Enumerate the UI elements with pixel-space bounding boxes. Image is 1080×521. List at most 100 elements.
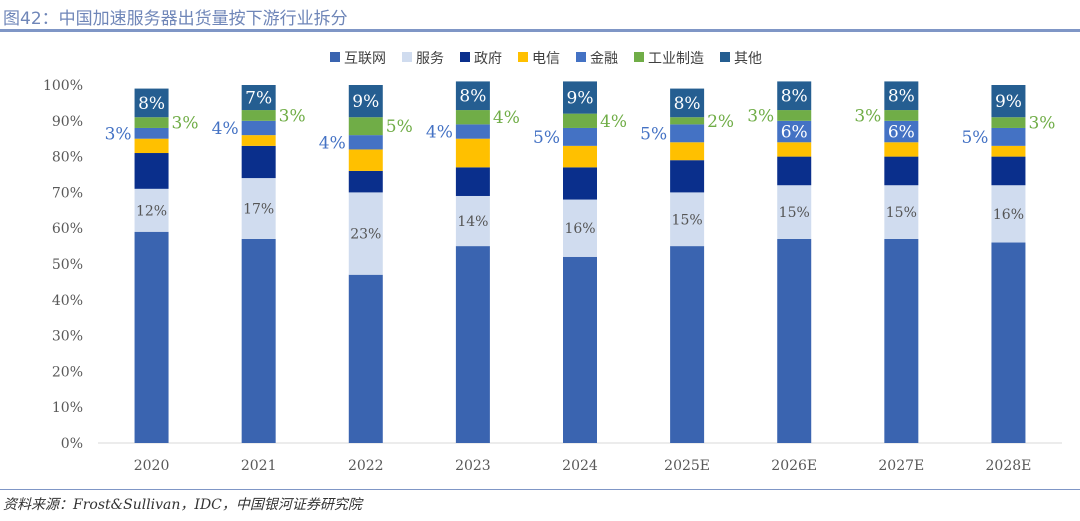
bar-segment	[563, 167, 597, 200]
data-label: 4%	[426, 123, 453, 143]
bar-segment	[884, 238, 919, 443]
data-label: 4%	[600, 112, 627, 132]
x-tick-label: 2021	[241, 458, 277, 474]
bar-segment	[670, 192, 705, 247]
bar-segment	[455, 246, 490, 443]
figure-title: 图42：中国加速服务器出货量按下游行业拆分	[3, 9, 348, 29]
data-label: 8%	[888, 87, 915, 107]
bar-segment	[455, 124, 490, 139]
legend-label: 金融	[590, 51, 618, 67]
bar-segment	[455, 110, 490, 125]
bar-segment	[777, 185, 812, 239]
bar-segment	[241, 135, 276, 146]
bar-segment	[777, 156, 812, 186]
bar-segment	[777, 81, 812, 111]
bar-segment	[563, 199, 597, 257]
bar-segment	[777, 238, 812, 443]
data-label: 12%	[136, 203, 167, 219]
bar-segment	[670, 124, 705, 143]
bar-segment	[991, 117, 1026, 128]
bar-segment	[563, 256, 597, 443]
bar-segment	[241, 85, 276, 111]
bar-segment	[563, 81, 597, 114]
data-label: 8%	[138, 94, 165, 114]
bar-segment	[563, 127, 597, 146]
bar-segment	[884, 156, 919, 186]
bar-segment	[348, 192, 383, 275]
data-label: 6%	[888, 123, 915, 143]
data-label: 5%	[961, 128, 988, 148]
data-label: 4%	[212, 119, 239, 139]
legend-swatch	[518, 52, 528, 62]
footer-divider	[0, 489, 1080, 490]
legend-swatch	[330, 52, 340, 62]
data-label: 5%	[533, 128, 560, 148]
bar-segment	[777, 110, 812, 121]
y-tick-label: 60%	[52, 221, 83, 237]
y-tick-label: 10%	[52, 400, 83, 416]
data-label: 17%	[243, 202, 274, 218]
data-label: 6%	[781, 123, 808, 143]
bar-segment	[134, 153, 169, 189]
x-tick-label: 2027E	[878, 458, 924, 474]
bar-segment	[134, 138, 169, 154]
bar-segment	[134, 231, 169, 443]
bar-segment	[134, 127, 169, 139]
data-label: 8%	[781, 87, 808, 107]
bar-segment	[134, 188, 169, 232]
data-label: 14%	[457, 214, 488, 230]
bar-segment	[348, 135, 383, 150]
bar-segment	[991, 242, 1026, 443]
y-tick-label: 50%	[52, 257, 83, 273]
bar-segment	[991, 185, 1026, 243]
bar-segment	[991, 127, 1026, 146]
data-label: 5%	[640, 124, 667, 144]
bar-segment	[991, 156, 1026, 186]
data-label: 9%	[567, 89, 594, 109]
data-label: 15%	[779, 205, 810, 221]
bar-segment	[241, 238, 276, 443]
bar-segment	[348, 170, 383, 193]
bar-segment	[241, 110, 276, 121]
legend-swatch	[402, 52, 412, 62]
legend-label: 互联网	[344, 51, 386, 67]
x-tick-label: 2025E	[664, 458, 710, 474]
data-label: 9%	[995, 92, 1022, 112]
source-note: 资料来源：Frost&Sullivan，IDC，中国银河证券研究院	[3, 497, 362, 513]
title-divider	[0, 29, 1080, 32]
data-label: 3%	[172, 114, 199, 134]
legend-label: 其他	[734, 51, 762, 67]
data-label: 16%	[564, 221, 595, 237]
bar-segment	[455, 81, 490, 111]
legend-swatch	[576, 52, 586, 62]
y-tick-label: 80%	[52, 150, 83, 166]
x-tick-label: 2024	[562, 458, 598, 474]
data-label: 16%	[993, 207, 1024, 223]
bar-segment	[348, 274, 383, 443]
bar-segment	[884, 142, 919, 157]
x-tick-label: 2022	[348, 458, 384, 474]
legend-label: 政府	[474, 51, 502, 67]
bar-segment	[241, 178, 276, 239]
legend-swatch	[720, 52, 730, 62]
data-label: 3%	[105, 124, 132, 144]
legend-label: 服务	[416, 51, 444, 67]
bar-segment	[670, 246, 705, 443]
data-label: 3%	[279, 106, 306, 126]
data-label: 2%	[707, 112, 734, 132]
bar-segment	[348, 85, 383, 118]
bar-segment	[348, 117, 383, 136]
y-tick-label: 100%	[43, 78, 83, 94]
bar-segment	[348, 149, 383, 171]
bar-segment	[455, 138, 490, 168]
data-label: 7%	[245, 89, 272, 109]
data-label: 3%	[1028, 114, 1055, 134]
bar-segment	[241, 145, 276, 179]
y-tick-label: 70%	[52, 185, 83, 201]
bar-segment	[134, 117, 169, 128]
bar-segment	[777, 142, 812, 157]
data-label: 15%	[672, 212, 703, 228]
data-label: 15%	[886, 205, 917, 221]
y-tick-label: 40%	[52, 293, 83, 309]
bar-segment	[884, 185, 919, 239]
